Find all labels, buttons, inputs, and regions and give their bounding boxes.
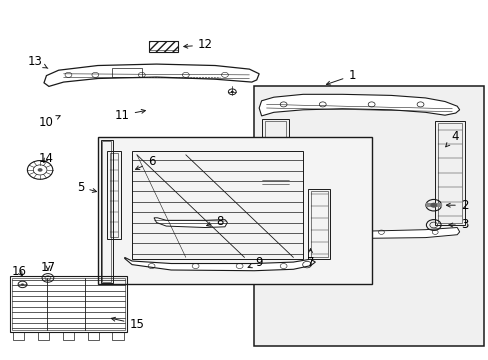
Bar (264, 121, 285, 243)
Text: 7: 7 (306, 249, 314, 269)
Bar (112, 68, 142, 77)
Text: 12: 12 (183, 39, 212, 51)
Text: 13: 13 (28, 55, 48, 68)
Text: 4: 4 (445, 130, 458, 147)
Text: 1: 1 (325, 69, 355, 85)
Circle shape (269, 239, 273, 242)
Bar (437, 123, 461, 223)
Text: 3: 3 (448, 219, 468, 231)
Circle shape (38, 168, 42, 172)
Bar (98, 137, 371, 284)
Circle shape (429, 203, 436, 208)
Bar (132, 151, 303, 259)
Text: 2: 2 (446, 199, 468, 212)
Text: 5: 5 (77, 181, 96, 194)
Bar (106, 151, 121, 239)
Bar (434, 121, 464, 225)
Polygon shape (261, 228, 459, 238)
Bar (310, 191, 327, 257)
Bar (102, 141, 111, 282)
Bar (149, 41, 177, 52)
Circle shape (21, 283, 24, 285)
Text: 6: 6 (135, 156, 155, 170)
Text: 8: 8 (206, 215, 224, 228)
Polygon shape (259, 94, 459, 116)
Bar (254, 86, 483, 346)
Bar (87, 332, 99, 340)
Bar (307, 189, 329, 259)
Bar (101, 140, 113, 283)
Polygon shape (124, 257, 315, 271)
Bar (38, 332, 49, 340)
Bar (13, 332, 24, 340)
Text: 16: 16 (12, 265, 27, 278)
Circle shape (230, 91, 233, 93)
Text: 14: 14 (39, 152, 54, 165)
Polygon shape (154, 218, 227, 228)
Bar (112, 332, 124, 340)
Bar (12, 278, 125, 330)
Bar (109, 153, 118, 237)
Text: 11: 11 (115, 109, 145, 122)
Text: 9: 9 (247, 256, 263, 269)
Polygon shape (44, 64, 259, 86)
Text: 10: 10 (39, 116, 60, 129)
Bar (62, 332, 74, 340)
Bar (261, 119, 288, 245)
Text: 17: 17 (41, 261, 55, 274)
Bar (425, 203, 441, 207)
Bar (10, 276, 127, 332)
Bar (149, 41, 177, 52)
Text: 15: 15 (111, 317, 144, 330)
